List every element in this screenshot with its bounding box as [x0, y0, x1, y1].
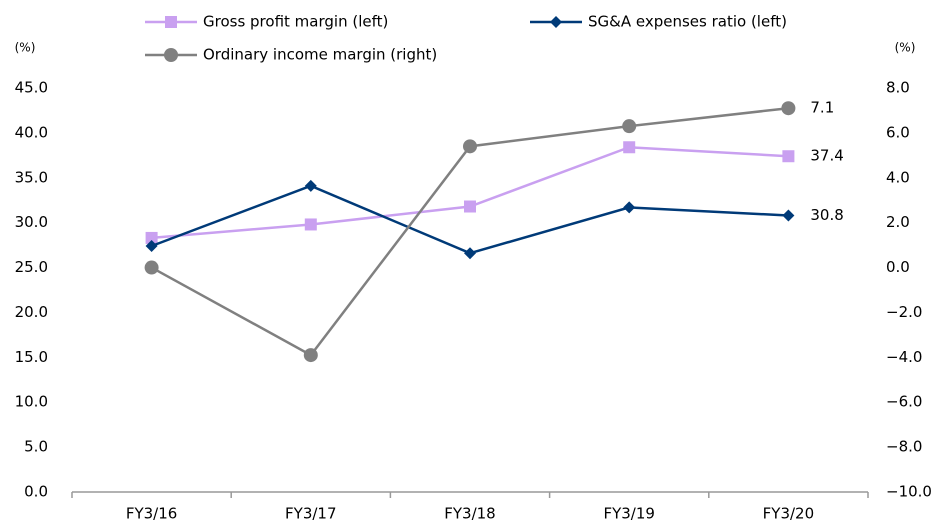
x-tick-label: FY3/19: [603, 505, 654, 523]
point: [781, 101, 796, 116]
y2-tick-label: −4.0: [886, 348, 922, 366]
y2-tick-label: 4.0: [886, 168, 910, 186]
point: [782, 209, 795, 222]
y-tick-label: 25.0: [15, 258, 48, 276]
point: [622, 119, 637, 134]
y2-tick-label: −6.0: [886, 393, 922, 411]
series-line: [151, 145, 789, 240]
x-tick-label: FY3/17: [285, 505, 336, 523]
y2-tick-label: −10.0: [886, 483, 932, 501]
y2-tick-label: 2.0: [886, 213, 910, 231]
y-tick-label: 15.0: [15, 348, 48, 366]
point: [304, 179, 317, 192]
y2-tick-label: 6.0: [886, 123, 910, 141]
y-tick-label: 35.0: [15, 168, 48, 186]
legend-marker: [165, 16, 177, 28]
y-axis-label: (%): [15, 41, 36, 55]
y2-tick-label: −2.0: [886, 303, 922, 321]
point: [464, 200, 476, 213]
y-tick-label: 40.0: [15, 123, 48, 141]
legend-label: Ordinary income margin (right): [203, 46, 437, 64]
point: [304, 218, 317, 231]
y2-tick-label: −8.0: [886, 438, 922, 456]
point: [464, 247, 476, 260]
point: [144, 260, 159, 275]
y2-tick-label: 0.0: [886, 258, 910, 276]
legend-label: Gross profit margin (left): [203, 13, 388, 31]
y-tick-label: 5.0: [24, 438, 48, 456]
point: [623, 201, 636, 214]
y-tick-label: 20.0: [15, 303, 48, 321]
point: [463, 139, 477, 154]
data-label: 37.4: [810, 147, 843, 165]
legend-marker: [550, 16, 562, 28]
y-tick-label: 10.0: [15, 393, 48, 411]
point: [623, 141, 636, 154]
point: [145, 240, 158, 253]
x-tick-label: FY3/18: [444, 505, 495, 523]
series-line: [151, 184, 789, 255]
data-label: 30.8: [810, 206, 843, 224]
point: [145, 231, 158, 244]
y-tick-label: 45.0: [15, 79, 48, 97]
point: [303, 348, 318, 363]
y2-tick-label: 8.0: [886, 79, 910, 97]
y-tick-label: 30.0: [15, 213, 48, 231]
y-tick-label: 0.0: [24, 483, 48, 501]
x-tick-label: FY3/20: [763, 505, 814, 523]
x-tick-label: FY3/16: [126, 505, 177, 523]
legend-label: SG&A expenses ratio (left): [588, 13, 787, 31]
point: [782, 150, 795, 163]
legend-marker: [164, 48, 178, 62]
data-label: 7.1: [810, 99, 834, 117]
y2-axis-label: (%): [895, 41, 916, 55]
